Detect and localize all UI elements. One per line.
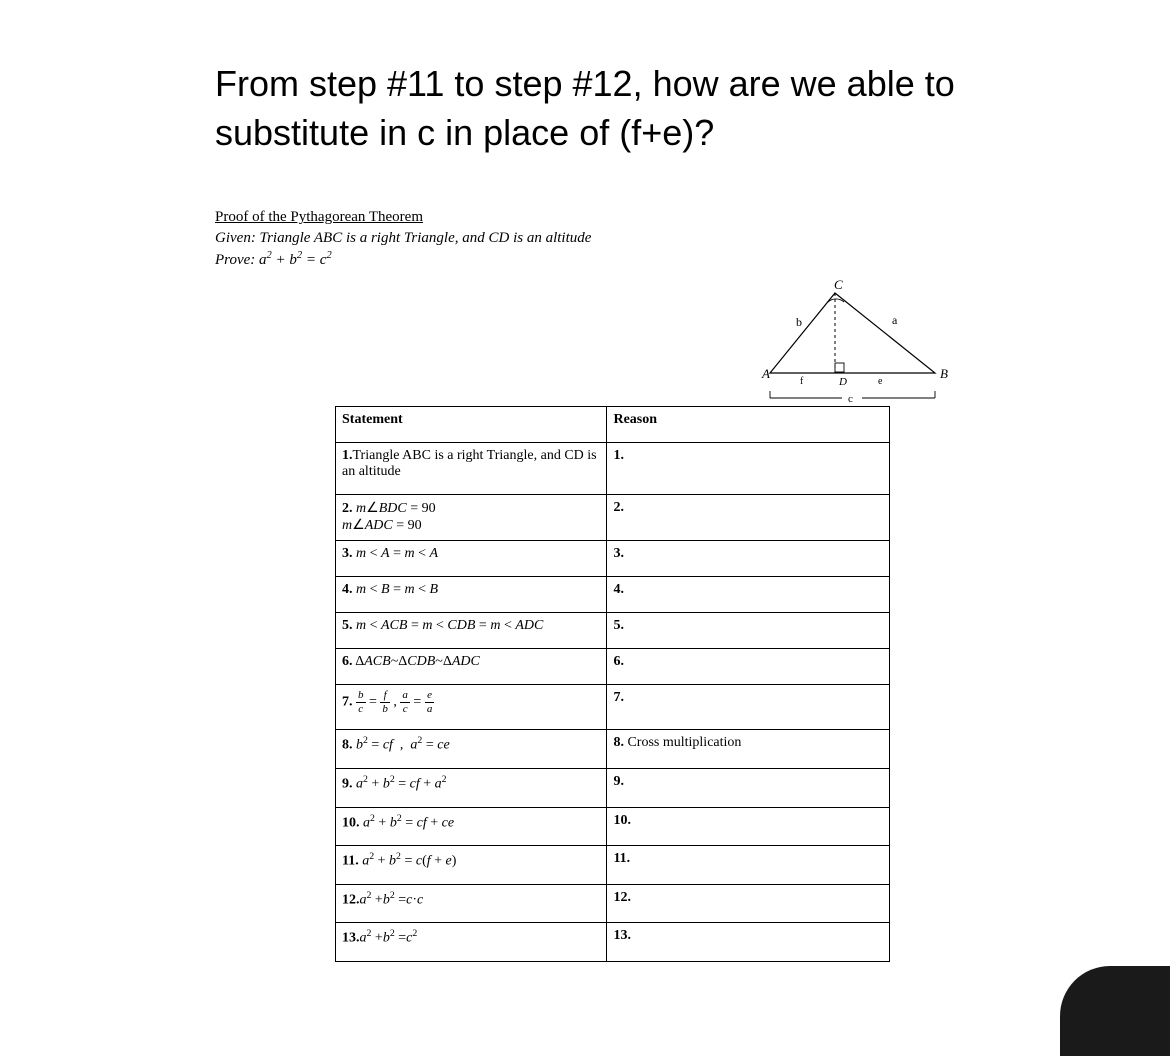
table-row-reason: 5. [607, 613, 890, 649]
table-row-statement: 2. m∠BDC = 90m∠ADC = 90 [336, 495, 607, 541]
proof-header: Proof of the Pythagorean Theorem Given: … [215, 207, 970, 271]
table-row-statement: 10. a2 + b2 = cf + ce [336, 807, 607, 846]
table-row-reason: 6. [607, 649, 890, 685]
diagram-label-c: c [848, 393, 853, 405]
table-row-statement: 5. m < ACB = m < CDB = m < ADC [336, 613, 607, 649]
table-row-statement: 1.Triangle ABC is a right Triangle, and … [336, 443, 607, 495]
table-row-reason: 3. [607, 541, 890, 577]
diagram-label-D: D [838, 376, 847, 388]
diagram-label-e: e [878, 376, 883, 387]
question-text: From step #11 to step #12, how are we ab… [215, 60, 970, 157]
prove-exp: 2 [326, 250, 331, 261]
diagram-label-b: b [796, 315, 802, 329]
prove-label: Prove: [215, 252, 259, 268]
proof-title: Proof of the Pythagorean Theorem [215, 209, 423, 225]
prove-exp: 2 [267, 250, 272, 261]
table-row-statement: 11. a2 + b2 = c(f + e) [336, 846, 607, 885]
table-row-statement: 12.a2 +b2 =c·c [336, 884, 607, 923]
diagram-label-f: f [800, 376, 804, 387]
diagram-label-a: a [892, 313, 898, 327]
prove-exp: 2 [297, 250, 302, 261]
prove-b: b [289, 252, 297, 268]
table-row-reason: 7. [607, 685, 890, 730]
prove-a: a [259, 252, 267, 268]
table-row-statement: 3. m < A = m < A [336, 541, 607, 577]
table-row-statement: 7. bc = fb , ac = ea [336, 685, 607, 730]
table-row-statement: 6. ΔACB~ΔCDB~ΔADC [336, 649, 607, 685]
diagram-label-A: A [761, 366, 770, 381]
table-row-statement: 13.a2 +b2 =c2 [336, 923, 607, 962]
table-row-reason: 4. [607, 577, 890, 613]
table-row-reason: 13. [607, 923, 890, 962]
diagram-label-C: C [834, 278, 843, 292]
corner-decoration [1060, 966, 1170, 1056]
table-row-reason: 1. [607, 443, 890, 495]
table-row-reason: 10. [607, 807, 890, 846]
table-row-reason: 9. [607, 768, 890, 807]
table-row-statement: 8. b2 = cf , a2 = ce [336, 730, 607, 769]
table-row-statement: 9. a2 + b2 = cf + a2 [336, 768, 607, 807]
table-row-statement: 4. m < B = m < B [336, 577, 607, 613]
header-statement: Statement [336, 407, 607, 443]
diagram-label-B: B [940, 366, 948, 381]
table-row-reason: 11. [607, 846, 890, 885]
table-row-reason: 12. [607, 884, 890, 923]
table-row-reason: 2. [607, 495, 890, 541]
table-row-reason: 8. Cross multiplication [607, 730, 890, 769]
triangle-diagram: A B C D b a f e c [760, 278, 960, 418]
proof-given: Given: Triangle ABC is a right Triangle,… [215, 230, 591, 246]
proof-table: Statement Reason 1.Triangle ABC is a rig… [335, 406, 890, 962]
